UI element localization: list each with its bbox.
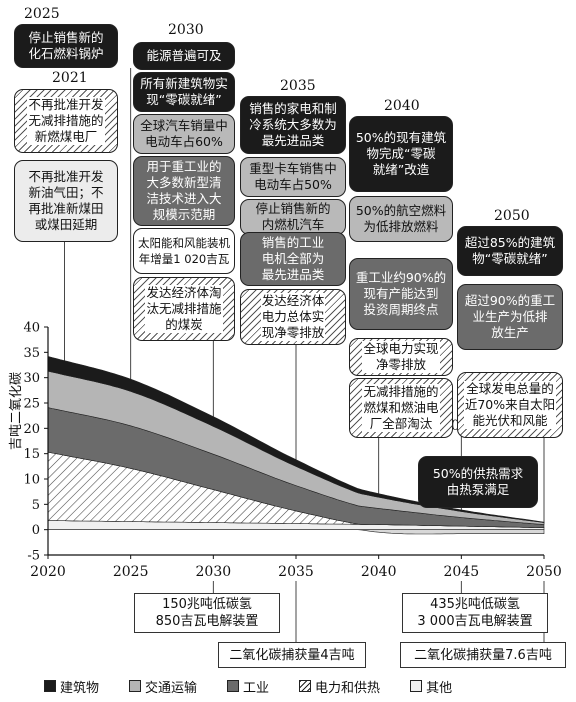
milestone-2021-coal-plants: 不再批准开发 无减排措施的 新燃煤电厂 xyxy=(14,89,118,153)
milestone-2025-boilers: 停止销售新的 化石燃料锅炉 xyxy=(14,24,118,68)
milestone-2030-heavy-industry: 用于重工业的 大多数新型清 洁技术进入大 规模示范期 xyxy=(133,156,235,226)
milestone-2045-heat-pumps: 50%的供热需求 由热泵满足 xyxy=(418,456,538,508)
hydrogen-2045: 435兆吨低碳氢 3 000吉瓦电解装置 xyxy=(402,593,548,633)
milestone-2030-new-buildings: 所有新建筑物实 现“零碳就绪” xyxy=(133,72,235,112)
legend-item-transport: 交通运输 xyxy=(129,677,197,696)
x-tick-label: 2030 xyxy=(196,564,232,580)
legend: 建筑物 交通运输 工业 电力和供热 其他 xyxy=(44,676,564,696)
y-tick-label: 15 xyxy=(23,447,40,462)
milestone-2040-global-power: 全球电力实现 净零排放 xyxy=(349,338,453,376)
y-tick-label: 25 xyxy=(23,397,40,412)
stacked-areas xyxy=(47,356,545,535)
milestone-2030-solar-wind: 太阳能和风能装机 年增量1 020吉瓦 xyxy=(133,228,235,274)
y-tick-label: 40 xyxy=(23,321,40,336)
x-tick-label: 2040 xyxy=(361,564,397,580)
area-negative-电力和供热 xyxy=(48,529,545,535)
year-label-2050: 2050 xyxy=(494,208,530,224)
year-label-2040: 2040 xyxy=(384,98,420,114)
y-tick-label: 35 xyxy=(23,346,40,361)
milestone-2030-energy-access: 能源普遍可及 xyxy=(133,42,235,70)
milestone-connectors xyxy=(64,68,545,642)
x-tick-label: 2025 xyxy=(113,564,149,580)
milestone-2040-coal-oil-plants: 无减排措施的 燃煤和燃油电 厂全部淘汰 xyxy=(349,378,453,438)
x-tick-label: 2020 xyxy=(30,564,66,580)
y-axis-title: 吉吨二氧化碳 xyxy=(9,372,24,450)
y-tick-label: 10 xyxy=(23,473,40,488)
milestone-2040-heavy-industry-capacity: 重工业约90%的 现有产能达到 投资周期终点 xyxy=(349,258,453,330)
y-tick-label: 0 xyxy=(32,523,40,538)
y-tick-label: -5 xyxy=(27,549,40,564)
y-tick-label: 5 xyxy=(32,498,40,513)
legend-item-power: 电力和供热 xyxy=(299,677,380,696)
area-建筑物 xyxy=(47,356,545,523)
year-label-2021: 2021 xyxy=(52,70,88,86)
hydrogen-2030: 150兆吨低碳氢 850吉瓦电解装置 xyxy=(134,593,280,633)
milestone-2030-coal-phaseout: 发达经济体淘 汰无减排措施 的煤炭 xyxy=(133,277,235,341)
legend-item-other: 其他 xyxy=(410,677,452,696)
year-label-2025a: 2025 xyxy=(24,6,60,22)
x-tick-label: 2045 xyxy=(444,564,480,580)
legend-item-buildings: 建筑物 xyxy=(44,677,99,696)
milestone-2035-industrial-motors: 销售的工业 电机全部为 最先进品类 xyxy=(240,232,346,286)
ccs-2050: 二氧化碳捕获量7.6吉吨 xyxy=(400,642,566,668)
year-label-2030: 2030 xyxy=(168,22,204,38)
x-tick-label: 2035 xyxy=(278,564,314,580)
milestone-2050-heavy-industry: 超过90%的重工 业生产为低排 放生产 xyxy=(457,284,563,350)
milestone-2050-solar-wind: 全球发电总量的 近70%来自太阳 能光伏和风能 xyxy=(457,372,563,438)
milestone-2040-building-retrofit: 50%的现有建筑 物完成“零碳 就绪”改造 xyxy=(349,116,453,192)
milestone-2035-appliances: 销售的家电和制 冷系统大多数为 最先进品类 xyxy=(240,96,346,154)
x-tick-label: 2050 xyxy=(526,564,562,580)
milestone-2030-ev-sales: 全球汽车销量中 电动车占60% xyxy=(133,114,235,154)
milestone-2035-ice-cars: 停止销售新的 内燃机汽车 xyxy=(240,199,346,235)
milestone-2021-oil-gas: 不再批准开发 新油气田；不 再批准新煤田 或煤田延期 xyxy=(14,160,118,242)
legend-item-industry: 工业 xyxy=(227,677,269,696)
milestone-2035-power-net-zero: 发达经济体 电力总体实 现净零排放 xyxy=(240,289,346,345)
year-label-2035: 2035 xyxy=(280,78,316,94)
y-tick-label: 20 xyxy=(23,422,40,437)
milestone-2050-buildings: 超过85%的建筑 物“零碳就绪” xyxy=(457,226,563,276)
milestone-2035-trucks: 重型卡车销售中 电动车占50% xyxy=(240,157,346,197)
y-tick-label: 30 xyxy=(23,371,40,386)
milestone-2040-aviation-fuel: 50%的航空燃料 为低排放燃料 xyxy=(349,196,453,242)
ccs-2030: 二氧化碳捕获量4吉吨 xyxy=(218,642,366,668)
